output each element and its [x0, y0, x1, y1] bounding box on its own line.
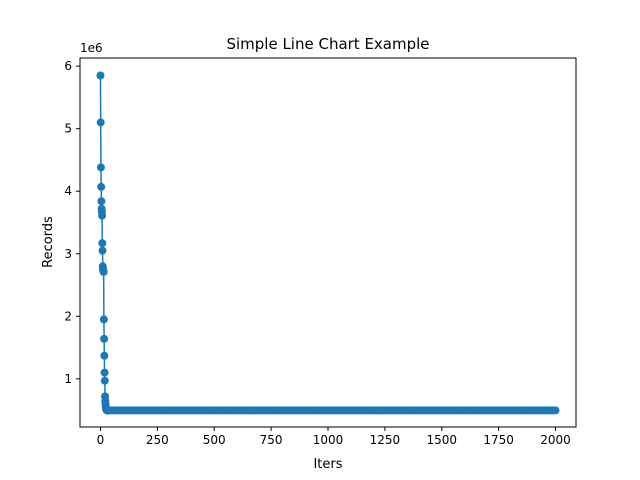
data-point — [99, 267, 108, 276]
x-tick-label: 1000 — [313, 433, 344, 447]
series-line — [99, 75, 556, 412]
y-tick-label: 4 — [64, 184, 72, 198]
y-tick-label: 5 — [64, 122, 72, 136]
chart-title: Simple Line Chart Example — [226, 35, 429, 53]
data-point — [96, 71, 105, 80]
data-point — [99, 315, 108, 324]
x-tick-label: 1250 — [370, 433, 401, 447]
data-point — [551, 406, 560, 415]
data-point — [97, 197, 106, 206]
data-point — [100, 351, 109, 360]
data-point — [96, 118, 105, 127]
x-tick-label: 250 — [146, 433, 169, 447]
x-tick-label: 500 — [203, 433, 226, 447]
y-tick-label: 3 — [64, 247, 72, 261]
plot-frame — [79, 57, 577, 428]
x-axis-label: Iters — [313, 457, 342, 472]
x-tick-label: 1750 — [483, 433, 514, 447]
data-point — [98, 239, 107, 248]
data-point — [98, 246, 107, 255]
y-offset-label: 1e6 — [80, 41, 103, 55]
data-series — [96, 71, 560, 415]
data-point — [100, 376, 109, 385]
data-point — [96, 163, 105, 172]
data-point — [100, 368, 109, 377]
y-tick-label: 6 — [64, 59, 72, 73]
data-point — [97, 182, 106, 191]
x-tick-label: 750 — [260, 433, 283, 447]
x-tick-label: 0 — [97, 433, 105, 447]
x-tick-label: 2000 — [540, 433, 571, 447]
x-tick-label: 1500 — [426, 433, 457, 447]
y-tick-label: 2 — [64, 309, 72, 323]
y-axis-label: Records — [41, 216, 56, 268]
data-point — [100, 334, 109, 343]
axis-ticks: 0 250 500 750 1000 1250 1500 1750 2000 1 2 3 4 5 6 — [64, 59, 570, 447]
data-point — [98, 211, 107, 220]
y-tick-label: 1 — [64, 372, 72, 386]
